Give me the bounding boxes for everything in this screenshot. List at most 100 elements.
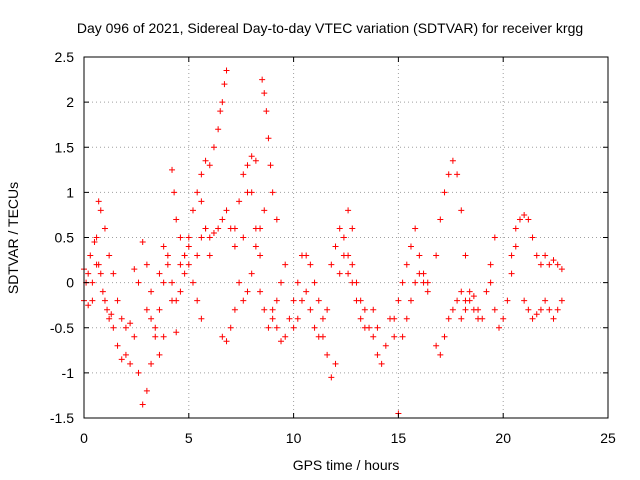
data-point	[525, 306, 532, 313]
data-point	[290, 297, 297, 304]
data-point	[194, 297, 201, 304]
data-point	[91, 239, 98, 246]
data-point	[189, 207, 196, 214]
data-point	[171, 189, 178, 196]
data-point	[181, 270, 188, 277]
data-point	[104, 306, 111, 313]
x-tick-label: 5	[185, 430, 193, 446]
data-point	[185, 234, 192, 241]
series-prn-n	[259, 76, 280, 223]
data-point	[445, 171, 452, 178]
data-point	[248, 153, 255, 160]
data-point	[374, 351, 381, 358]
data-point	[131, 333, 138, 340]
data-point	[483, 288, 490, 295]
data-point	[173, 297, 180, 304]
series-prn-a	[81, 261, 155, 408]
data-point	[177, 234, 184, 241]
data-point	[257, 252, 264, 259]
data-point	[407, 243, 414, 250]
data-point	[198, 234, 205, 241]
data-point	[265, 135, 272, 142]
y-tick-label: -0.5	[50, 320, 74, 336]
data-point	[223, 67, 230, 74]
data-point	[462, 252, 469, 259]
y-tick-label: 1	[66, 184, 74, 200]
data-point	[106, 252, 113, 259]
data-point	[533, 311, 540, 318]
y-axis-label: SDTVAR / TECUs	[5, 182, 21, 294]
data-point	[87, 252, 94, 259]
data-point	[135, 279, 142, 286]
data-point	[95, 198, 102, 205]
data-point	[336, 270, 343, 277]
data-point	[261, 90, 268, 97]
series-prn-l	[231, 162, 264, 259]
data-point	[185, 243, 192, 250]
data-point	[470, 293, 477, 300]
data-point	[412, 279, 419, 286]
data-point	[345, 252, 352, 259]
data-point	[345, 270, 352, 277]
data-point	[475, 306, 482, 313]
data-point	[236, 279, 243, 286]
data-point	[148, 360, 155, 367]
y-tick-label: 2.5	[55, 49, 75, 65]
data-point	[261, 306, 268, 313]
y-tick-label: 0.5	[55, 230, 75, 246]
data-point	[114, 342, 121, 349]
data-point	[160, 333, 167, 340]
data-point	[219, 216, 226, 223]
data-point	[177, 288, 184, 295]
data-point	[257, 288, 264, 295]
series-prn-r	[303, 252, 331, 322]
data-point	[148, 315, 155, 322]
data-point	[227, 324, 234, 331]
y-tick-label: 0	[66, 275, 74, 291]
data-points	[81, 67, 565, 417]
data-point	[89, 279, 96, 286]
data-point	[118, 356, 125, 363]
data-point	[156, 270, 163, 277]
data-point	[462, 297, 469, 304]
series-prn-ae	[542, 252, 565, 273]
chart-title: Day 096 of 2021, Sidereal Day-to-day VTE…	[77, 20, 583, 36]
x-tick-label: 15	[391, 430, 407, 446]
data-point	[223, 207, 230, 214]
data-point	[412, 225, 419, 232]
data-point	[554, 306, 561, 313]
data-point	[542, 297, 549, 304]
data-point	[267, 162, 274, 169]
data-point	[315, 297, 322, 304]
data-point	[521, 297, 528, 304]
data-point	[185, 261, 192, 268]
data-point	[537, 306, 544, 313]
data-point	[546, 306, 553, 313]
data-point	[202, 157, 209, 164]
x-tick-label: 25	[600, 430, 616, 446]
series-prn-p	[269, 252, 305, 345]
data-point	[110, 324, 117, 331]
data-point	[550, 257, 557, 264]
data-point	[221, 81, 228, 88]
series-prn-ac	[508, 211, 544, 268]
series-prn-aa	[458, 234, 498, 322]
data-point	[202, 225, 209, 232]
series-prn-d	[131, 239, 167, 358]
data-point	[265, 324, 272, 331]
data-point	[139, 401, 146, 408]
data-point	[319, 315, 326, 322]
data-point	[139, 239, 146, 246]
data-point	[332, 360, 339, 367]
data-point	[307, 306, 314, 313]
data-point	[294, 315, 301, 322]
data-point	[152, 324, 159, 331]
data-point	[99, 288, 106, 295]
data-point	[164, 261, 171, 268]
data-point	[152, 333, 159, 340]
data-point	[101, 297, 108, 304]
data-point	[240, 297, 247, 304]
data-point	[231, 243, 238, 250]
series-prn-h	[177, 189, 213, 277]
data-point	[303, 252, 310, 259]
